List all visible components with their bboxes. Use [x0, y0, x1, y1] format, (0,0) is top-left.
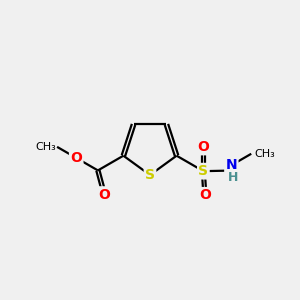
Text: CH₃: CH₃	[254, 149, 275, 159]
Text: S: S	[198, 164, 208, 178]
Text: N: N	[226, 158, 237, 172]
Text: S: S	[145, 168, 155, 182]
Text: O: O	[98, 188, 110, 202]
Text: O: O	[199, 188, 211, 202]
Text: O: O	[197, 140, 209, 154]
Text: H: H	[228, 170, 238, 184]
Text: O: O	[70, 151, 82, 165]
Text: CH₃: CH₃	[35, 142, 56, 152]
